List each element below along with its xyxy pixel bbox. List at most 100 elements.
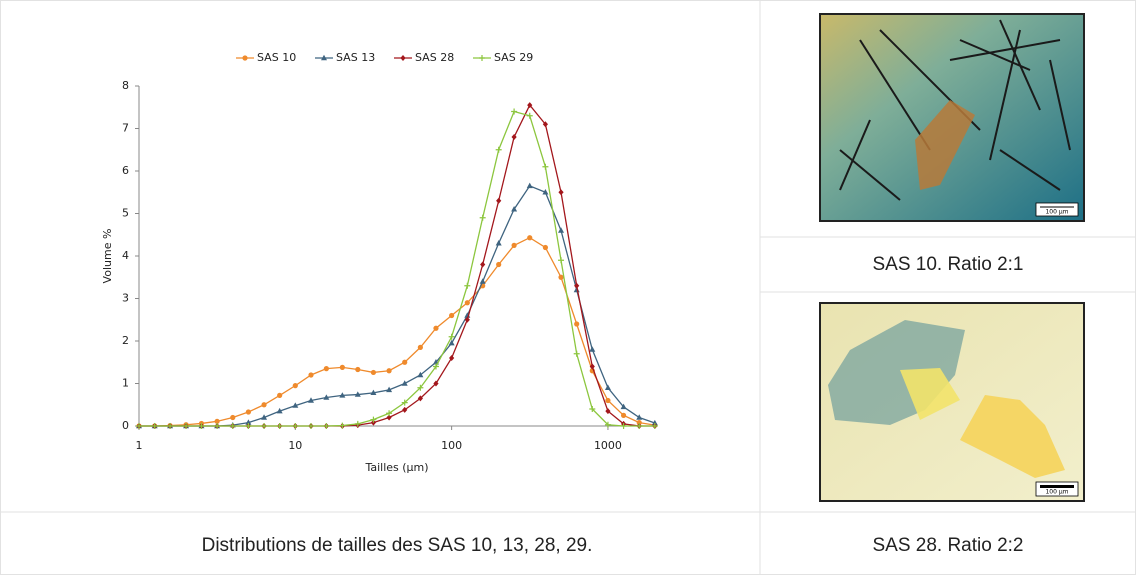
marker	[464, 316, 470, 323]
figure-caption: Distributions de tailles des SAS 10, 13,…	[202, 535, 593, 556]
marker	[417, 384, 424, 391]
marker	[214, 423, 221, 429]
marker	[261, 402, 267, 408]
marker	[229, 423, 236, 429]
marker	[558, 189, 564, 196]
marker	[136, 423, 142, 429]
marker	[402, 406, 408, 413]
scale-label: 100 µm	[1045, 209, 1068, 216]
legend-label: SAS 29	[494, 51, 533, 64]
legend-marker	[242, 55, 248, 61]
marker	[542, 244, 549, 251]
marker	[261, 414, 268, 420]
marker	[589, 346, 596, 352]
marker	[542, 121, 549, 128]
marker	[417, 395, 423, 402]
marker	[339, 422, 346, 429]
marker	[589, 406, 596, 412]
marker	[339, 392, 346, 398]
marker	[479, 278, 486, 284]
marker	[433, 325, 439, 331]
marker	[448, 333, 455, 340]
marker	[433, 380, 439, 387]
micrograph: 100 µm	[819, 302, 1085, 502]
marker	[511, 242, 517, 248]
marker	[589, 363, 595, 370]
marker	[449, 355, 455, 361]
legend-marker	[479, 55, 485, 61]
marker	[323, 366, 329, 372]
marker	[636, 423, 643, 429]
y-tick-label: 6	[122, 164, 129, 177]
marker	[558, 257, 565, 264]
series-markers	[136, 108, 658, 429]
marker	[558, 227, 565, 233]
marker	[605, 397, 611, 404]
marker	[432, 363, 439, 370]
marker	[261, 423, 268, 429]
marker	[542, 189, 549, 195]
marker	[292, 423, 299, 429]
series-line	[139, 185, 656, 427]
marker	[417, 344, 423, 350]
x-tick-label: 100	[441, 439, 462, 452]
x-axis-label: Tailles (µm)	[364, 461, 428, 474]
marker	[354, 391, 361, 397]
legend-marker	[400, 55, 406, 61]
marker	[276, 423, 283, 429]
marker	[604, 421, 611, 428]
marker	[496, 197, 502, 204]
y-tick-label: 7	[122, 122, 129, 135]
marker	[277, 392, 283, 398]
marker	[480, 261, 486, 268]
marker	[370, 416, 377, 423]
marker	[527, 102, 533, 109]
y-tick-label: 0	[122, 419, 129, 432]
marker	[636, 420, 642, 426]
marker	[386, 368, 392, 374]
marker	[526, 182, 533, 189]
x-tick-label: 1	[136, 439, 143, 452]
marker	[183, 423, 190, 429]
marker	[495, 240, 502, 246]
y-tick-label: 2	[122, 334, 129, 347]
marker	[230, 414, 236, 421]
image-caption: SAS 28. Ratio 2:2	[872, 535, 1023, 556]
marker	[464, 300, 470, 306]
marker	[355, 366, 361, 373]
series-line	[139, 110, 655, 427]
marker	[323, 423, 330, 429]
marker	[495, 146, 502, 153]
marker	[620, 423, 627, 429]
marker	[527, 235, 533, 241]
marker	[370, 389, 377, 396]
marker	[354, 420, 361, 427]
image-caption: SAS 10. Ratio 2:1	[872, 254, 1023, 275]
marker	[151, 423, 158, 429]
marker	[449, 312, 455, 319]
marker	[417, 371, 424, 378]
marker	[511, 134, 517, 140]
marker	[308, 372, 314, 378]
marker	[464, 282, 471, 289]
marker	[370, 369, 377, 376]
marker	[511, 108, 518, 115]
marker	[636, 414, 643, 420]
marker	[292, 383, 298, 389]
marker	[574, 321, 580, 327]
marker	[651, 423, 658, 429]
scale-label: 100 µm	[1045, 489, 1068, 496]
marker	[573, 350, 580, 357]
marker	[620, 412, 627, 418]
marker	[245, 423, 252, 429]
marker	[292, 402, 299, 408]
marker	[401, 380, 408, 386]
marker	[542, 163, 549, 170]
marker	[479, 214, 486, 221]
marker	[214, 418, 220, 424]
micrograph: 100 µm	[819, 13, 1085, 222]
marker	[448, 339, 455, 346]
series-line	[139, 236, 655, 427]
marker	[402, 359, 408, 365]
